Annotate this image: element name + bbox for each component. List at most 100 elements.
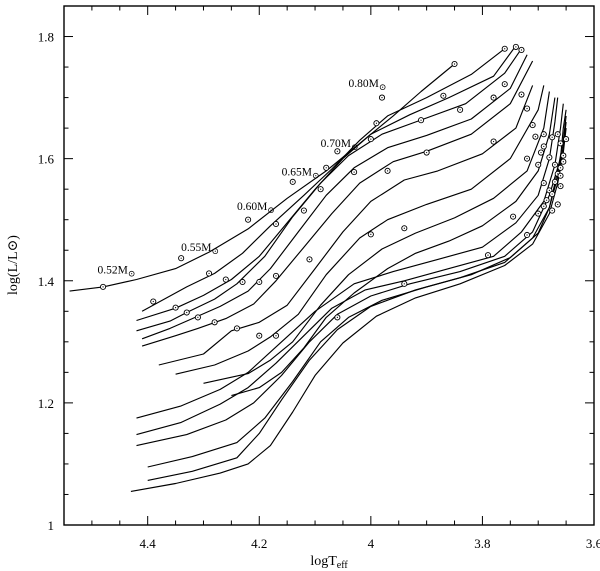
mass-label-text: 0.60M <box>237 201 267 213</box>
track-marker <box>206 270 213 277</box>
track-marker <box>183 309 190 316</box>
track-marker <box>537 149 545 156</box>
track-marker <box>557 164 564 171</box>
track-marker <box>524 155 531 162</box>
track-marker <box>518 46 525 54</box>
track-marker <box>560 158 567 165</box>
sun-symbol: ⊙ <box>267 205 275 215</box>
track-marker <box>549 191 556 198</box>
track-line-9 <box>203 91 550 384</box>
track-line-1 <box>69 63 455 292</box>
track-line-13 <box>136 109 567 447</box>
track-marker <box>256 278 263 286</box>
track-marker <box>457 106 464 113</box>
track-marker <box>334 314 341 321</box>
track-marker <box>510 213 517 220</box>
track-marker <box>543 197 550 204</box>
y-tick-label: 1.6 <box>38 152 55 167</box>
track-marker <box>373 120 380 127</box>
sun-symbol: ⊙ <box>128 268 136 278</box>
track-marker <box>423 149 430 156</box>
track-marker <box>557 172 564 179</box>
track-marker <box>256 332 263 339</box>
track-marker <box>367 231 374 238</box>
track-marker <box>401 225 408 232</box>
track-marker <box>551 161 558 168</box>
y-axis-title: log(L/L⊙) <box>6 235 21 295</box>
track-marker <box>540 143 547 150</box>
mass-label-2: 0.55M⊙ <box>181 242 219 256</box>
track-marker <box>211 319 218 326</box>
track-marker <box>501 45 508 52</box>
track-marker <box>272 220 280 228</box>
track-marker <box>194 314 201 321</box>
track-marker <box>524 105 531 112</box>
track-marker <box>518 91 525 98</box>
mass-label-6: 0.80M⊙ <box>349 78 387 92</box>
x-tick-label: 4.4 <box>140 536 157 551</box>
track-marker <box>440 92 447 99</box>
track-marker <box>529 122 536 129</box>
track-line-8 <box>175 85 545 375</box>
track-marker <box>401 280 408 287</box>
y-tick-label: 1.8 <box>38 30 54 45</box>
track-marker <box>451 60 458 68</box>
mass-label-4: 0.65M⊙ <box>282 167 320 181</box>
track-marker <box>351 169 358 176</box>
track-marker <box>540 131 547 138</box>
track-markers <box>100 43 570 339</box>
track-marker <box>512 43 519 50</box>
track-marker <box>100 283 107 290</box>
track-marker <box>546 154 553 161</box>
track-marker <box>323 164 330 171</box>
track-line-6 <box>141 60 534 347</box>
mass-label-1: 0.52M⊙ <box>97 264 135 278</box>
track-marker <box>554 201 561 208</box>
track-marker <box>239 278 246 286</box>
track-marker <box>317 186 324 193</box>
track-marker <box>484 252 492 259</box>
x-tick-label: 3.6 <box>586 536 600 551</box>
track-line-10 <box>231 97 556 397</box>
plot-frame <box>63 5 595 526</box>
track-curves <box>69 45 567 492</box>
track-line-11 <box>136 97 559 419</box>
track-marker <box>549 207 556 214</box>
x-tick-label: 4 <box>368 536 375 551</box>
sun-symbol: ⊙ <box>312 171 320 181</box>
track-line-16 <box>130 128 567 492</box>
x-axis-title: logTeff <box>310 554 348 571</box>
track-marker <box>554 131 561 138</box>
track-marker <box>540 180 547 187</box>
y-tick-label: 1.2 <box>38 396 54 411</box>
track-marker <box>272 272 280 279</box>
track-marker <box>367 136 374 143</box>
track-line-12 <box>136 103 564 436</box>
track-marker <box>222 276 229 283</box>
track-marker <box>490 94 497 101</box>
mass-label-3: 0.60M⊙ <box>237 201 275 215</box>
axis-ticks: 4.4 4.2 4 3.8 3.6 1 1.2 1.4 1.6 1.8 <box>38 5 600 551</box>
y-tick-label: 1.4 <box>38 274 55 289</box>
track-marker <box>272 332 280 339</box>
track-marker <box>233 325 240 332</box>
x-axis-label: logT <box>310 554 337 569</box>
track-line-7 <box>158 85 534 366</box>
track-marker <box>172 304 179 311</box>
track-marker <box>560 152 567 159</box>
y-tick-label: 1 <box>48 518 55 533</box>
track-marker <box>334 148 341 155</box>
mass-labels: 0.52M⊙0.55M⊙0.60M⊙0.65M⊙0.70M⊙0.80M⊙ <box>97 78 386 278</box>
sun-symbol: ⊙ <box>379 82 387 92</box>
track-marker <box>557 140 564 147</box>
track-marker <box>549 134 556 141</box>
track-marker <box>535 161 542 168</box>
track-marker <box>178 255 185 262</box>
sun-symbol: ⊙ <box>351 142 359 152</box>
track-line-2 <box>141 48 506 312</box>
track-marker <box>490 138 497 145</box>
track-marker <box>535 210 542 217</box>
sun-symbol: ⊙ <box>212 246 220 256</box>
track-marker <box>245 216 252 223</box>
